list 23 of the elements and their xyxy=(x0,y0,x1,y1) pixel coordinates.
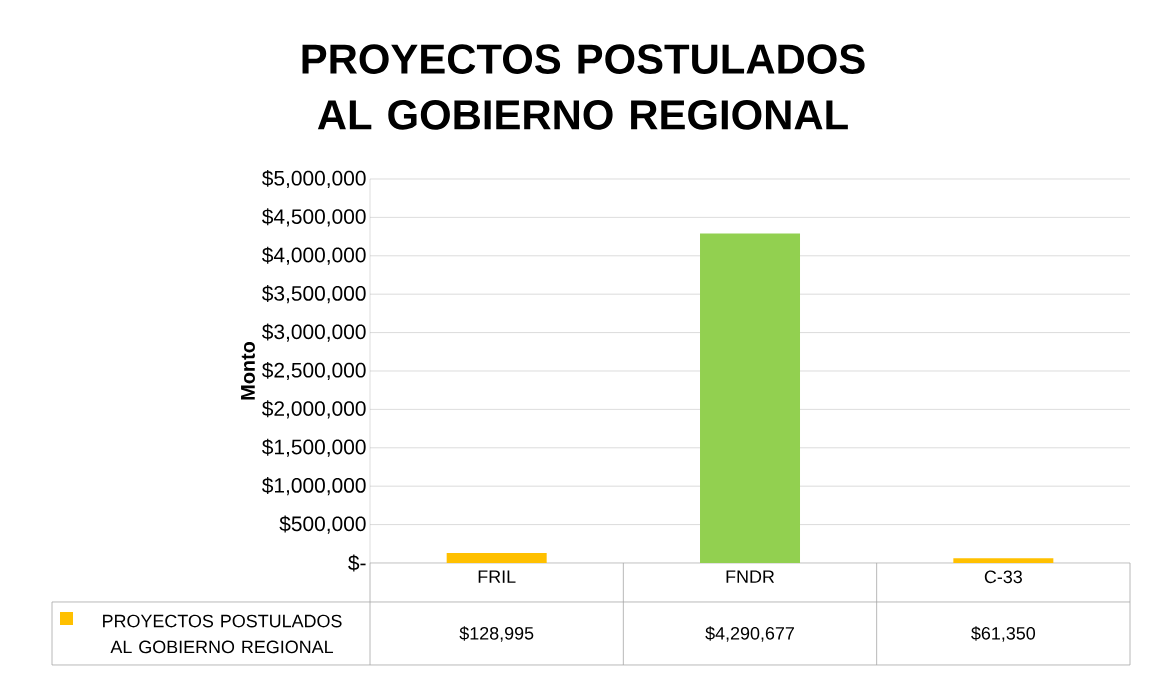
x-tick-label: FRIL xyxy=(478,570,516,583)
y-tick-label: $500,000 xyxy=(279,515,366,534)
bar xyxy=(446,553,547,563)
data-label: $128,995 xyxy=(459,626,534,642)
bar xyxy=(953,558,1054,563)
y-tick-label: $5,000,000 xyxy=(262,169,366,189)
y-axis-title: Monto xyxy=(241,341,255,400)
data-label: $61,350 xyxy=(971,626,1036,642)
x-tick-label: FNDR xyxy=(726,570,775,583)
chart-title: PROYECTOS POSTULADOS AL GOBIERNO REGIONAL xyxy=(302,44,865,130)
y-tick-label: $1,000,000 xyxy=(262,477,366,496)
y-tick-label: $3,000,000 xyxy=(262,323,366,342)
y-tick-label: $4,500,000 xyxy=(262,208,366,227)
y-tick-label: $4,000,000 xyxy=(262,246,366,265)
y-tick-label: $3,500,000 xyxy=(262,285,366,304)
y-tick-label: $2,000,000 xyxy=(262,400,366,419)
x-tick-label: C-33 xyxy=(984,570,1022,584)
data-label: $4,290,677 xyxy=(705,626,794,642)
bar xyxy=(700,233,801,563)
y-tick-label: $2,500,000 xyxy=(262,361,366,381)
y-tick-label: $1,500,000 xyxy=(262,438,366,457)
y-tick-label: $- xyxy=(348,554,366,572)
legend-label: PROYECTOS POSTULADOS AL GOBIERNO REGIONAL xyxy=(103,614,342,654)
